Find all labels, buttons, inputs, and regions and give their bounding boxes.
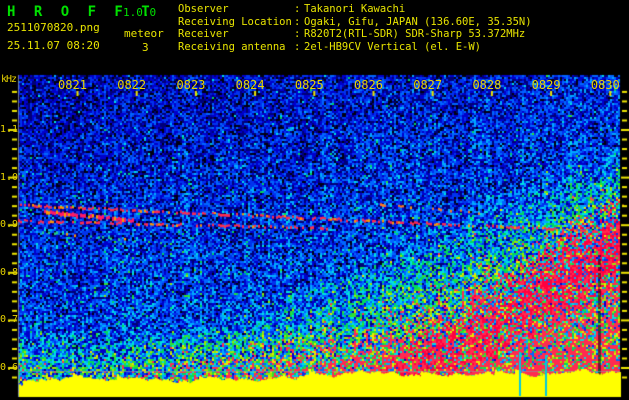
- time-axis-label: 0828: [469, 78, 505, 92]
- time-axis-label: 0827: [410, 78, 446, 92]
- freq-axis-label: 0.6: [0, 362, 13, 373]
- freq-axis-label: 0.7: [0, 314, 13, 325]
- info-colon: :: [294, 41, 304, 53]
- info-value: R820T2(RTL-SDR) SDR-Sharp 53.372MHz: [304, 28, 525, 40]
- freq-axis-label: 0.8: [0, 267, 13, 278]
- observation-datetime: 25.11.07 08:20: [7, 39, 100, 52]
- freq-axis-label: 1.1: [0, 124, 13, 135]
- info-label: Receiver: [178, 28, 294, 40]
- time-axis-label: 0821: [55, 78, 91, 92]
- app-version: 1.0.0: [123, 6, 156, 19]
- freq-axis-label: 1.0: [0, 172, 13, 183]
- info-row-receiver: Receiver: R820T2(RTL-SDR) SDR-Sharp 53.37…: [178, 28, 525, 40]
- time-axis-label: 0822: [114, 78, 150, 92]
- hrofft-window: H R O F F T 1.0.0 2511070820.png meteor …: [0, 0, 629, 400]
- info-colon: :: [294, 28, 304, 40]
- info-row-observer: Observer: Takanori Kawachi: [178, 3, 405, 15]
- info-label: Receiving Location: [178, 16, 294, 28]
- info-label: Receiving antenna: [178, 41, 294, 53]
- info-row-antenna: Receiving antenna:2el-HB9CV Vertical (el…: [178, 41, 481, 53]
- time-axis-label: 0826: [351, 78, 387, 92]
- freq-unit-label: kHz: [1, 74, 16, 85]
- time-axis-label: 0829: [528, 78, 564, 92]
- time-axis-label: 0825: [291, 78, 327, 92]
- output-filename: 2511070820.png: [7, 21, 100, 34]
- info-colon: :: [294, 16, 304, 28]
- time-axis-label: 0823: [173, 78, 209, 92]
- info-row-location: Receiving Location: Ogaki, Gifu, JAPAN (1…: [178, 16, 532, 28]
- time-axis-label: 0830: [587, 78, 623, 92]
- spectrogram-canvas: [0, 0, 629, 400]
- info-label: Observer: [178, 3, 294, 15]
- echo-count: 3: [142, 41, 149, 54]
- observation-mode: meteor: [124, 27, 164, 40]
- info-value: Takanori Kawachi: [304, 3, 405, 15]
- freq-axis-label: 0.9: [0, 219, 13, 230]
- time-axis-label: 0824: [232, 78, 268, 92]
- info-value: 2el-HB9CV Vertical (el. E-W): [304, 41, 481, 53]
- info-value: Ogaki, Gifu, JAPAN (136.60E, 35.35N): [304, 16, 532, 28]
- info-colon: :: [294, 3, 304, 15]
